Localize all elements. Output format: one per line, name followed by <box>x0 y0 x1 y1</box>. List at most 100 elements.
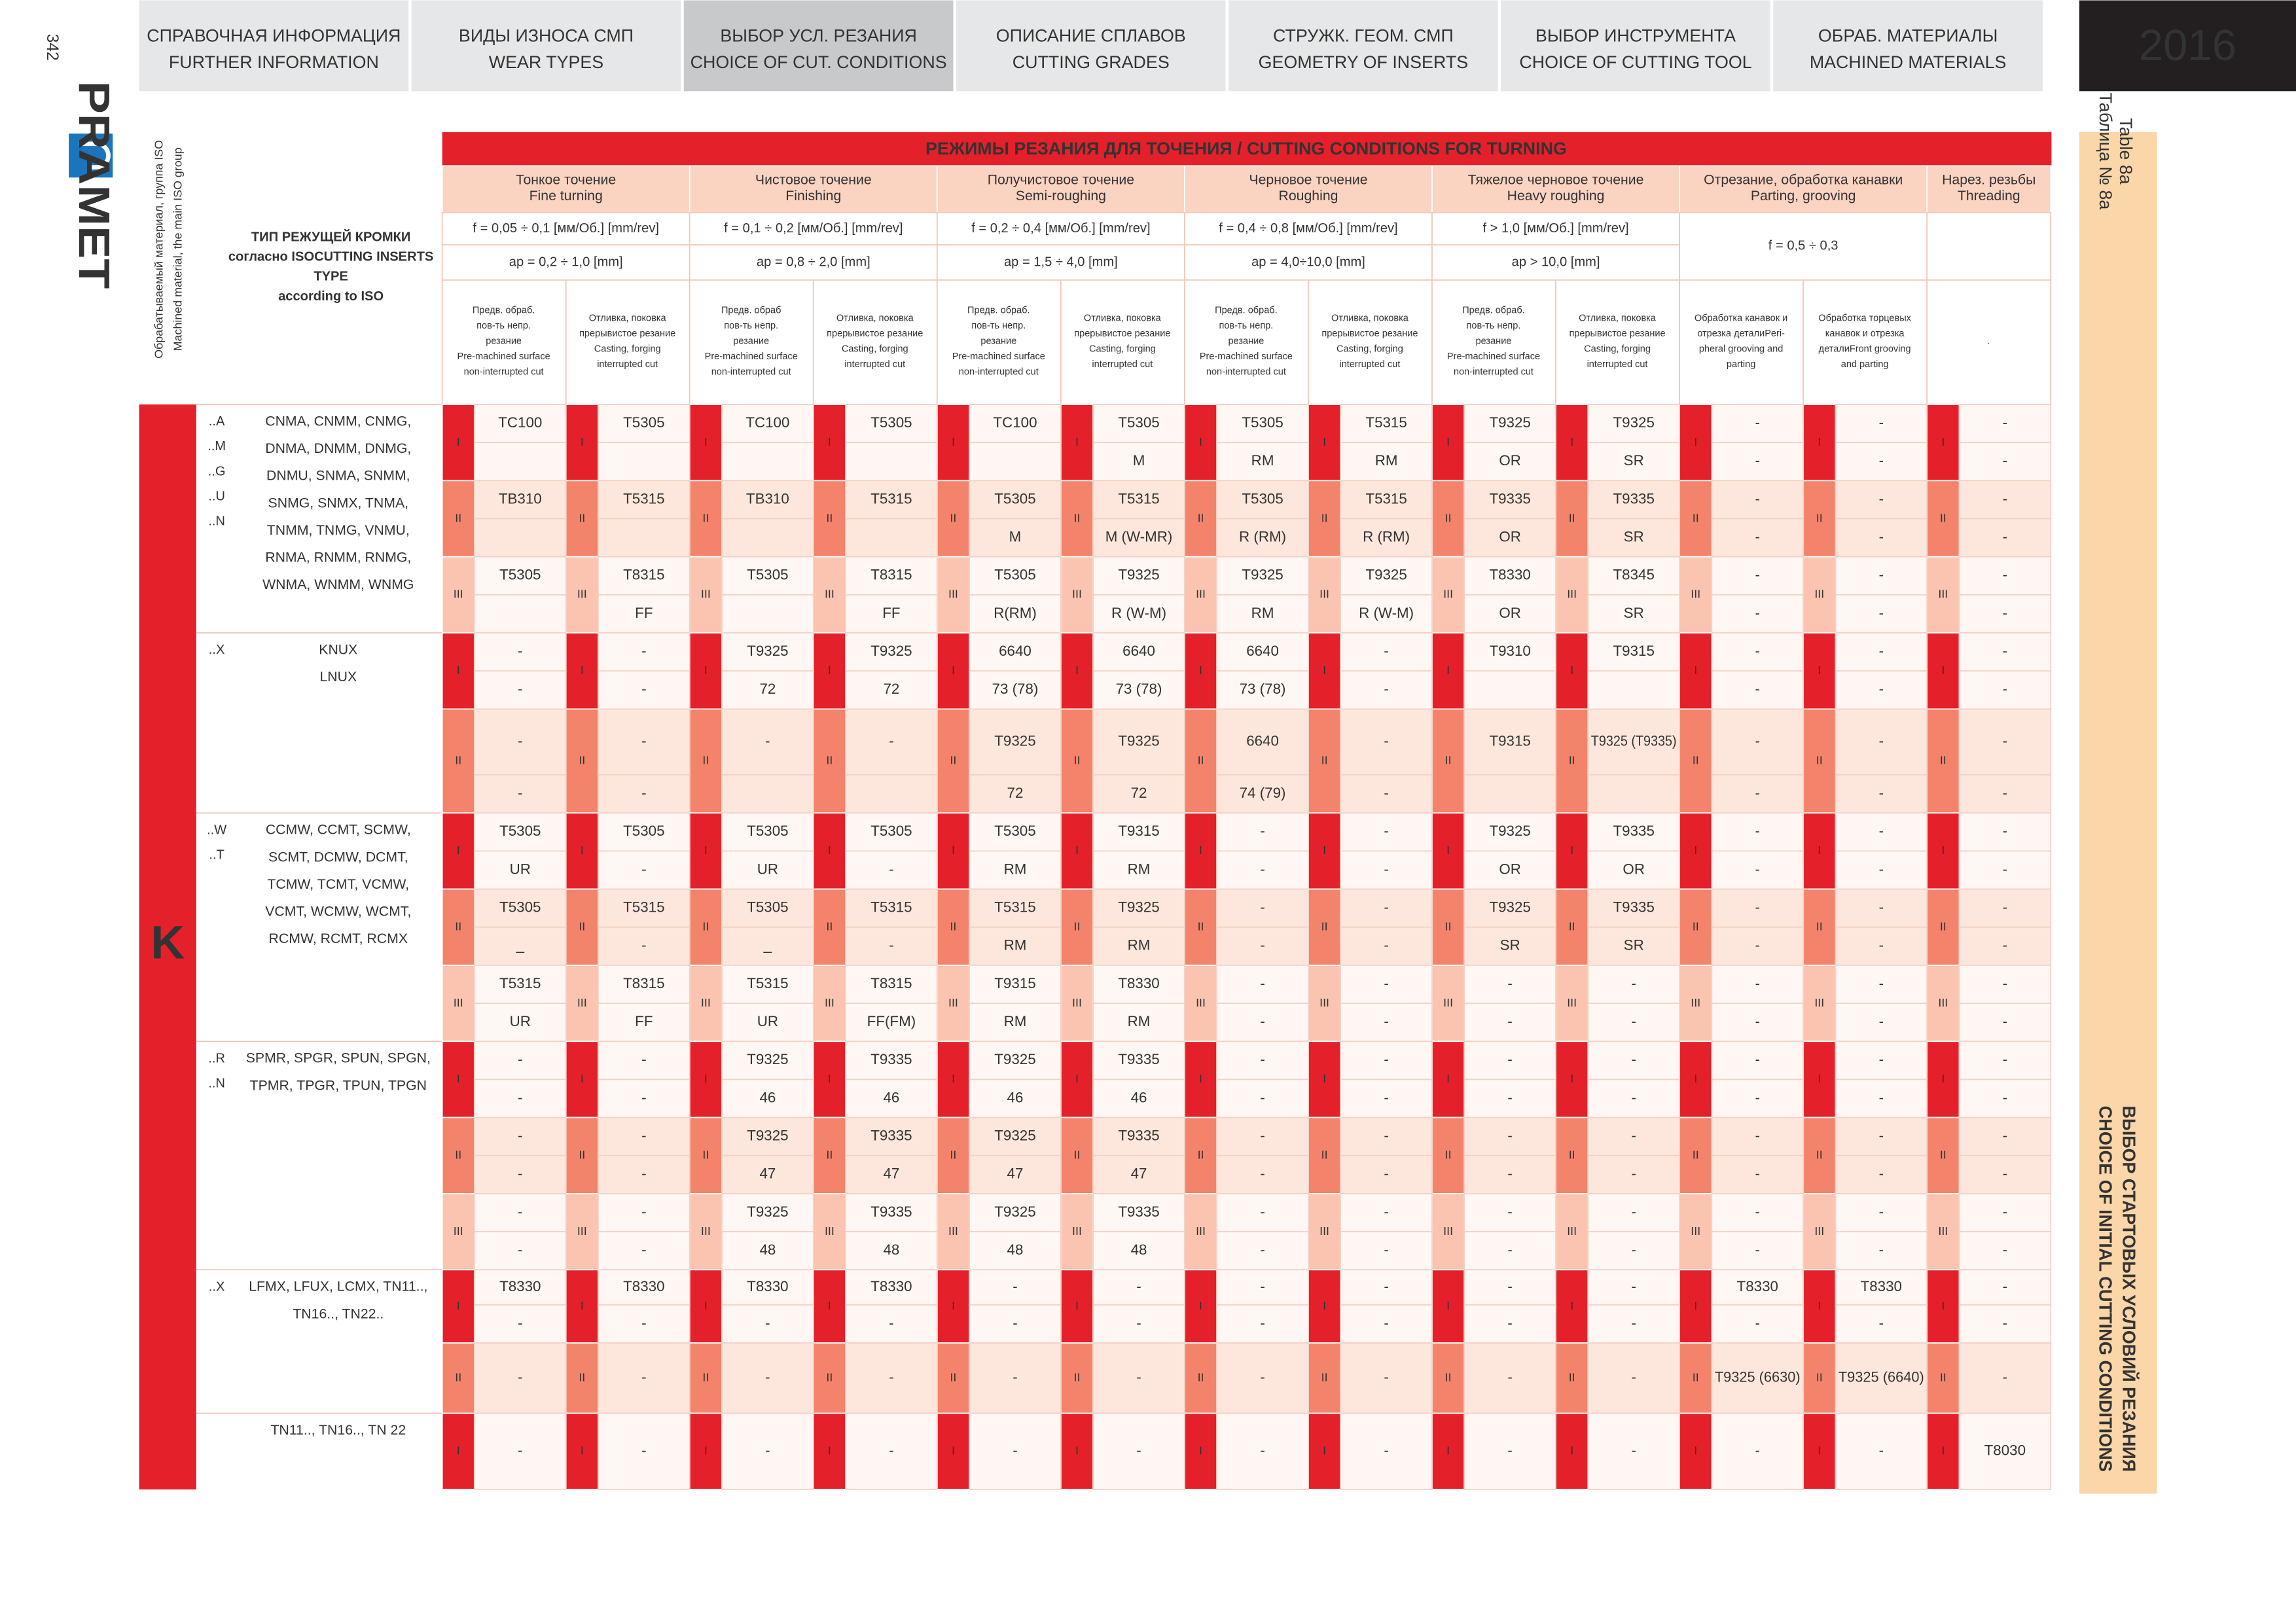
value-cell <box>1835 1154 1928 1194</box>
level-label: II <box>950 754 956 767</box>
value-cell <box>1835 442 1928 482</box>
value-cell <box>1340 1342 1433 1414</box>
subheader-text: Pre-machined surface <box>457 351 550 362</box>
value-cell <box>1340 888 1433 928</box>
value-cell <box>969 632 1062 672</box>
subheader-text: пов-ть непр. <box>971 321 1026 331</box>
insert-types: CCMW, CCMT, SCMW, <box>266 822 411 838</box>
value-cell <box>1340 1003 1433 1043</box>
nav-tab-en: GEOMETRY OF INSERTS <box>1259 52 1469 72</box>
grade: - <box>1260 975 1265 991</box>
grade: - <box>1384 785 1388 801</box>
value-cell <box>1092 594 1185 633</box>
level-label: II <box>702 1148 709 1161</box>
level-box <box>1308 965 1342 1043</box>
grade: T9335 <box>1118 1051 1159 1067</box>
level-label: II <box>455 754 461 767</box>
value-cell <box>1216 1079 1309 1118</box>
level-box <box>1431 1041 1465 1118</box>
grade: SR <box>1500 937 1520 954</box>
grade: FF(FM) <box>867 1013 916 1029</box>
value-cell <box>1092 442 1185 482</box>
value-cell <box>1835 1193 1928 1232</box>
value-cell <box>1958 850 2052 890</box>
page-number: 342 <box>43 34 61 61</box>
grade: - <box>1384 1442 1388 1459</box>
depth: ap = 1,5 ÷ 4,0 [mm] <box>1004 255 1118 269</box>
value-cell <box>721 812 814 852</box>
insert-types: VCMT, WCMW, WCMT, <box>265 904 411 919</box>
table-label: Table 8a <box>2116 118 2136 185</box>
value-cell <box>1711 404 1804 444</box>
value-cell <box>1711 632 1804 672</box>
value-cell <box>1835 518 1928 558</box>
grade: TC100 <box>745 414 789 431</box>
level-label: III <box>1319 588 1329 601</box>
value-cell <box>721 850 814 890</box>
value-cell <box>473 404 567 444</box>
grade: - <box>1384 681 1388 697</box>
value-cell <box>721 556 814 596</box>
subheader-text: Отливка, поковка <box>1579 313 1657 323</box>
grade: T9325 <box>747 1204 788 1220</box>
value-cell <box>845 594 938 633</box>
value-cell <box>1711 1342 1804 1414</box>
grade: - <box>1384 1204 1388 1220</box>
value-cell <box>721 774 814 814</box>
subheader-text: Предв. обраб. <box>1462 306 1525 316</box>
level-label: I <box>704 1444 708 1457</box>
value-cell <box>721 632 814 672</box>
value-cell <box>1340 774 1433 814</box>
value-cell <box>598 1193 691 1232</box>
value-cell <box>969 1231 1062 1271</box>
level-label: II <box>702 1371 709 1384</box>
subheader-cell <box>1060 279 1185 405</box>
level-label: II <box>1693 919 1699 933</box>
grade: T5305 <box>994 823 1035 839</box>
value-cell <box>845 1193 938 1232</box>
grade: 46 <box>1007 1089 1024 1105</box>
value-cell <box>1092 632 1185 672</box>
grade: RM <box>1128 861 1151 877</box>
grade: SR <box>1624 937 1644 954</box>
grade: T9325 <box>1489 823 1530 839</box>
nav-tab-en: MACHINED MATERIALS <box>1810 52 2007 72</box>
value-cell <box>1587 442 1681 482</box>
value-cell <box>721 1041 814 1080</box>
subheader-cell <box>1803 279 1928 405</box>
grade: 47 <box>883 1166 899 1182</box>
subheader-text: Отливка, поковка <box>589 313 667 323</box>
grade: - <box>1755 1013 1760 1029</box>
level-label: I <box>457 435 460 448</box>
level-label: I <box>1075 1072 1079 1085</box>
subheader-text: non-interrupted cut <box>959 367 1039 378</box>
level-label: II <box>1198 511 1204 524</box>
grade: RM <box>1375 452 1398 469</box>
grade: - <box>1879 733 1884 749</box>
grade: T9325 <box>1489 899 1530 916</box>
value-cell <box>1340 850 1433 890</box>
value-cell <box>1835 1079 1928 1118</box>
level-label: II <box>1198 1371 1204 1384</box>
suffix: ..G <box>208 464 226 478</box>
value-cell <box>1587 1412 1681 1490</box>
value-cell <box>473 1041 567 1080</box>
grade: T5305 <box>623 414 664 431</box>
value-cell <box>969 1003 1062 1043</box>
insert-types: RCMW, RCMT, RCMX <box>269 931 408 946</box>
value-cell <box>473 926 567 966</box>
subheader-text: interrupted cut <box>1339 359 1400 370</box>
value-cell <box>969 1304 1062 1344</box>
level-label: II <box>1445 754 1452 767</box>
subheader-text: Предв. обраб <box>721 306 781 316</box>
level-label: I <box>952 1444 955 1457</box>
grade: 6640 <box>1246 643 1279 659</box>
value-cell <box>845 1154 938 1194</box>
level-box <box>812 1116 846 1194</box>
level-label: I <box>1694 1072 1697 1085</box>
value-cell <box>598 1041 691 1080</box>
nav-tab <box>1229 0 1498 92</box>
level-label: III <box>1567 1224 1577 1238</box>
grade: - <box>1260 823 1265 839</box>
level-label: I <box>1199 844 1202 857</box>
